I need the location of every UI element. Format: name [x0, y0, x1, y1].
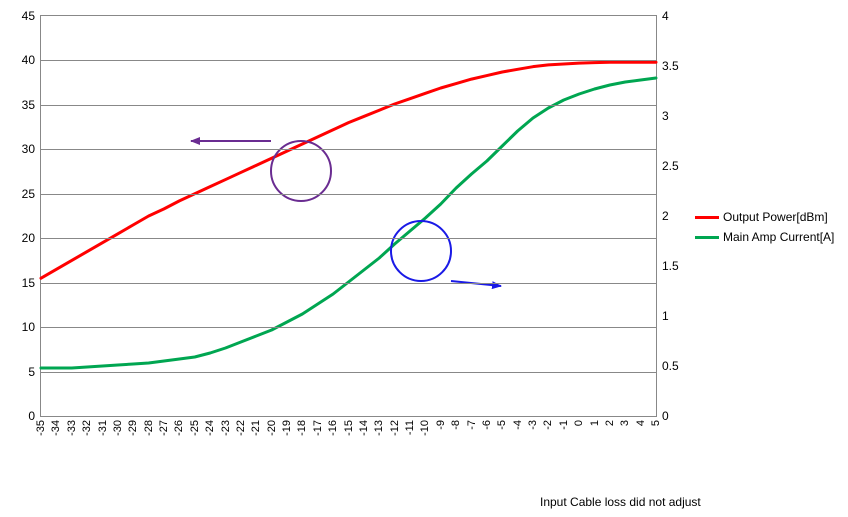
gridline	[41, 238, 656, 239]
x-tick-label: -17	[312, 420, 324, 436]
x-tick-label: -27	[158, 420, 170, 436]
gridline	[41, 372, 656, 373]
y-left-tick-label: 15	[22, 276, 35, 290]
x-tick-label: -5	[496, 420, 508, 430]
x-tick-label: -19	[281, 420, 293, 436]
x-tick-label: -8	[450, 420, 462, 430]
y-right-tick-label: 2	[662, 209, 669, 223]
y-left-tick-label: 5	[28, 365, 35, 379]
x-tick-label: -22	[235, 420, 247, 436]
y-right-tick-label: 3	[662, 109, 669, 123]
x-tick-label: -31	[97, 420, 109, 436]
y-right-tick-label: 0.5	[662, 359, 679, 373]
x-tick-label: -7	[466, 420, 478, 430]
x-tick-label: -26	[173, 420, 185, 436]
y-left-tick-label: 0	[28, 409, 35, 423]
y-right-tick-label: 0	[662, 409, 669, 423]
x-tick-label: -25	[189, 420, 201, 436]
x-tick-label: 5	[650, 420, 662, 426]
x-tick-label: -35	[35, 420, 47, 436]
y-left-tick-label: 45	[22, 9, 35, 23]
x-tick-label: -15	[343, 420, 355, 436]
x-tick-label: 0	[573, 420, 585, 426]
x-tick-label: 2	[604, 420, 616, 426]
y-left-tick-label: 25	[22, 187, 35, 201]
x-tick-label: -24	[204, 420, 216, 436]
gridline	[41, 60, 656, 61]
annotation-circle	[391, 221, 451, 281]
plot-area: 05101520253035404500.511.522.533.54-35-3…	[40, 15, 657, 417]
x-tick-label: -12	[389, 420, 401, 436]
y-left-tick-label: 40	[22, 53, 35, 67]
y-right-tick-label: 4	[662, 9, 669, 23]
y-right-tick-label: 3.5	[662, 59, 679, 73]
legend-swatch	[695, 236, 719, 239]
x-tick-label: -9	[435, 420, 447, 430]
x-tick-label: -11	[404, 420, 416, 435]
y-left-tick-label: 35	[22, 98, 35, 112]
gridline	[41, 194, 656, 195]
footer-note: Input Cable loss did not adjust	[540, 495, 701, 509]
x-tick-label: -14	[358, 420, 370, 436]
x-tick-label: -13	[373, 420, 385, 436]
x-tick-label: -33	[66, 420, 78, 436]
x-tick-label: -1	[558, 420, 570, 430]
series-line	[41, 62, 656, 278]
chart-container: 05101520253035404500.511.522.533.54-35-3…	[0, 0, 848, 517]
legend-swatch	[695, 216, 719, 219]
y-left-tick-label: 10	[22, 320, 35, 334]
y-right-tick-label: 1	[662, 309, 669, 323]
x-tick-label: 3	[619, 420, 631, 426]
x-tick-label: -34	[50, 420, 62, 436]
y-left-tick-label: 20	[22, 231, 35, 245]
gridline	[41, 149, 656, 150]
legend: Output Power[dBm] Main Amp Current[A]	[695, 210, 834, 250]
x-tick-label: -21	[250, 420, 262, 436]
y-right-tick-label: 1.5	[662, 259, 679, 273]
x-tick-label: -2	[542, 420, 554, 430]
gridline	[41, 283, 656, 284]
legend-item: Output Power[dBm]	[695, 210, 834, 224]
x-tick-label: -32	[81, 420, 93, 436]
y-left-tick-label: 30	[22, 142, 35, 156]
legend-item: Main Amp Current[A]	[695, 230, 834, 244]
gridline	[41, 105, 656, 106]
gridline	[41, 327, 656, 328]
x-tick-label: -28	[143, 420, 155, 436]
x-tick-label: -3	[527, 420, 539, 430]
x-tick-label: -10	[419, 420, 431, 436]
plot-svg	[41, 16, 656, 416]
x-tick-label: -30	[112, 420, 124, 436]
x-tick-label: -29	[127, 420, 139, 436]
x-tick-label: -18	[296, 420, 308, 436]
x-tick-label: 4	[635, 420, 647, 426]
x-tick-label: 1	[589, 420, 601, 426]
x-tick-label: -23	[220, 420, 232, 436]
x-tick-label: -16	[327, 420, 339, 436]
x-tick-label: -4	[512, 420, 524, 430]
legend-label: Main Amp Current[A]	[723, 230, 834, 244]
x-tick-label: -20	[266, 420, 278, 436]
y-right-tick-label: 2.5	[662, 159, 679, 173]
legend-label: Output Power[dBm]	[723, 210, 828, 224]
x-tick-label: -6	[481, 420, 493, 430]
